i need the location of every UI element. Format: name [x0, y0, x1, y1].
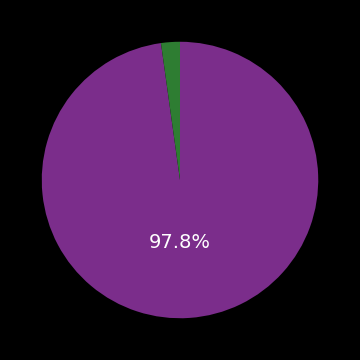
- Wedge shape: [161, 42, 180, 180]
- Wedge shape: [42, 42, 318, 318]
- Text: 97.8%: 97.8%: [149, 233, 211, 252]
